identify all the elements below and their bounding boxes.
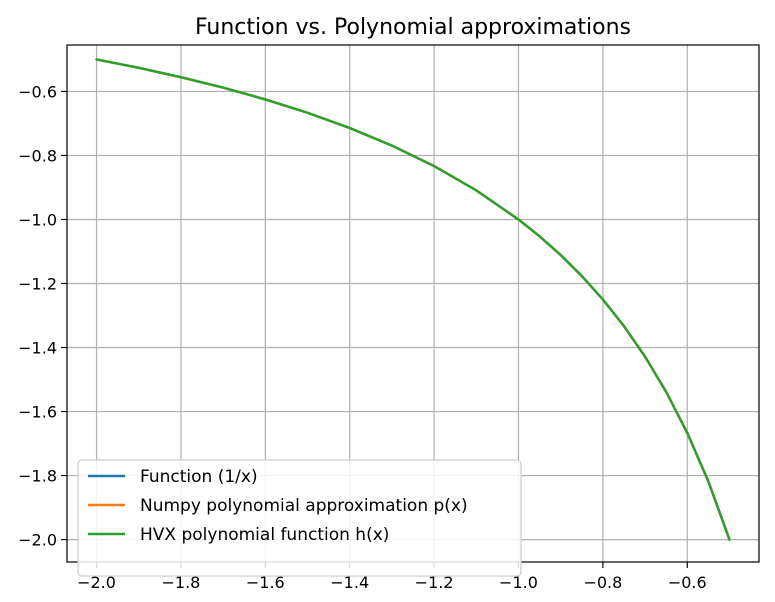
y-axis: −0.6 −0.8 −1.0 −1.2 −1.4 −1.6 −1.8 −2.0 — [18, 82, 67, 550]
chart-title: Function vs. Polynomial approximations — [195, 15, 631, 40]
y-tick-label: −1.0 — [18, 210, 57, 229]
y-tick-label: −0.6 — [18, 82, 57, 101]
grid — [67, 45, 759, 562]
legend-label: Function (1/x) — [140, 467, 258, 487]
series-line-3 — [95, 58, 731, 541]
series-lines — [95, 58, 731, 541]
x-tick-label: −0.8 — [583, 573, 622, 592]
x-tick-label: −1.0 — [499, 573, 538, 592]
y-tick-label: −1.4 — [18, 339, 57, 358]
x-tick-label: −1.2 — [415, 573, 454, 592]
y-tick-label: −2.0 — [18, 531, 57, 550]
y-tick-label: −1.8 — [18, 467, 57, 486]
legend-box — [77, 459, 522, 577]
legend-label: Numpy polynomial approximation p(x) — [140, 496, 468, 516]
y-tick-label: −1.6 — [18, 403, 57, 422]
x-tick-label: −1.6 — [246, 573, 285, 592]
y-tick-label: −0.8 — [18, 146, 57, 165]
y-tick-label: −1.2 — [18, 274, 57, 293]
x-tick-label: −2.0 — [77, 573, 116, 592]
x-axis: −2.0 −1.8 −1.6 −1.4 −1.2 −1.0 −0.8 −0.6 — [77, 562, 707, 592]
x-tick-label: −1.8 — [161, 573, 200, 592]
legend: Function (1/x) Numpy polynomial approxima… — [77, 459, 522, 577]
x-tick-label: −0.6 — [668, 573, 707, 592]
legend-label: HVX polynomial function h(x) — [140, 525, 389, 545]
x-tick-label: −1.4 — [330, 573, 369, 592]
